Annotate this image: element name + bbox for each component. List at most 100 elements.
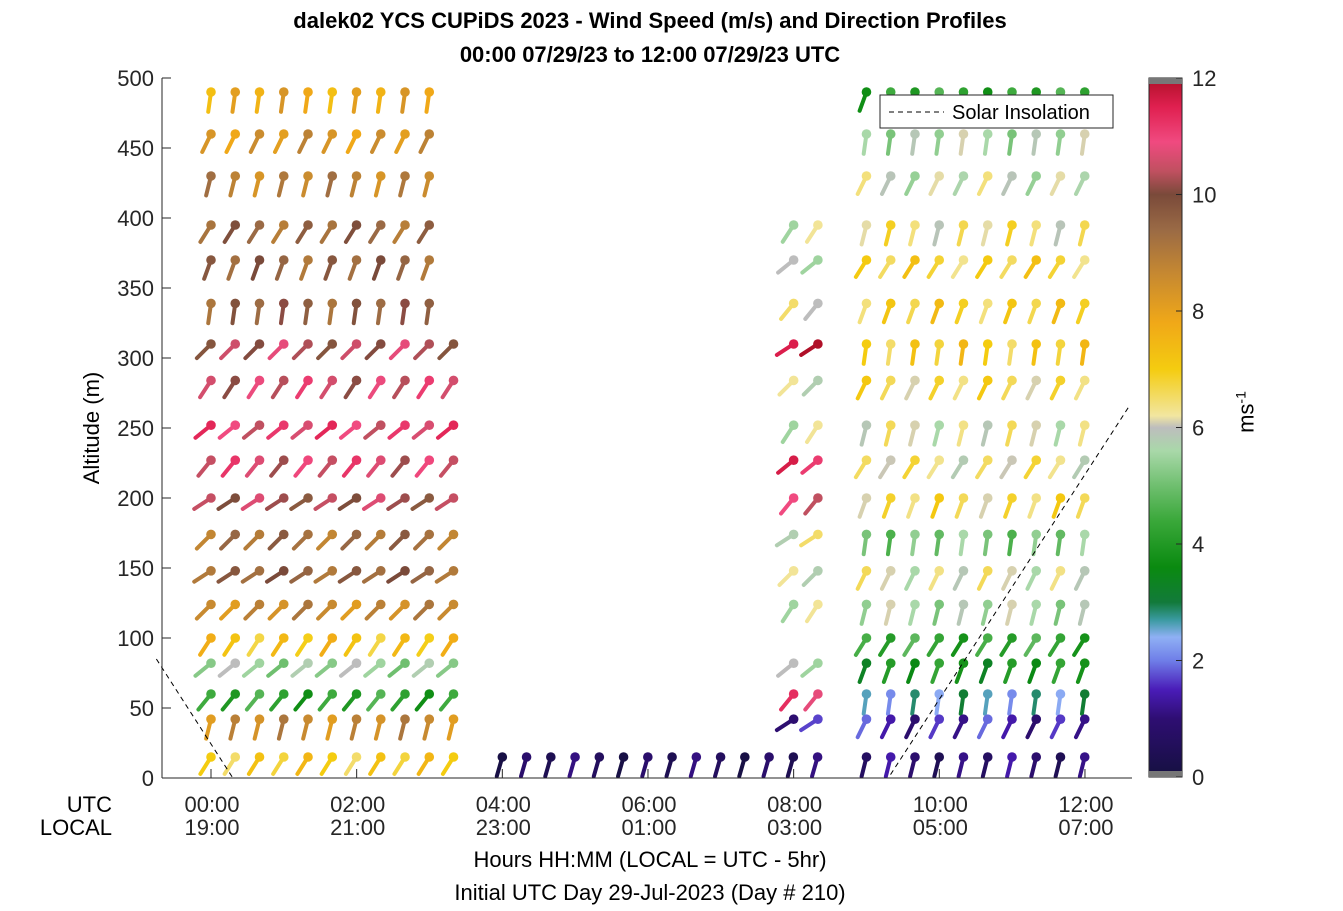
x-tick-label-utc: 10:00 [913,792,968,817]
wind-barb-head [278,714,289,724]
wind-barb-head [982,689,993,699]
wind-barb-head [327,339,338,349]
wind-barb-head [910,420,920,431]
wind-barb-head [278,339,289,349]
wind-barb-head [1031,298,1042,309]
colorbar: 0 2 4 6 8 10 12 [1148,66,1216,790]
wind-barb-head [885,566,896,576]
wind-barb-head [278,566,289,576]
wind-barb-head [230,171,241,181]
wind-barb-head [206,220,216,230]
x-tick-label-utc: 12:00 [1058,792,1113,817]
wind-barb-head [1079,87,1090,97]
wind-barb-head [740,752,750,762]
colorbar-tick-label: 10 [1192,183,1216,208]
wind-barb-head [230,752,241,762]
wind-barb-head [254,129,265,139]
wind-barb-head [327,129,338,139]
wind-barb-head [982,339,993,349]
wind-barb-head [764,752,774,762]
wind-barb-head [788,420,799,431]
wind-barb-head [254,255,265,265]
wind-barb-head [230,375,241,386]
wind-barb-head [958,599,969,610]
wind-barb-head [230,566,241,576]
wind-barb-head [278,375,289,386]
wind-barb-head [885,220,896,230]
wind-barb-head [813,658,823,668]
wind-barb-head [375,129,386,139]
wind-barb-head [230,658,241,668]
wind-barb-head [1079,633,1090,643]
wind-barb-head [448,566,459,576]
x-tick-label-utc: 06:00 [621,792,676,817]
wind-barb-head [400,255,410,265]
wind-barb-head [230,633,241,643]
wind-barb-head [1055,455,1066,466]
wind-barb-head [788,714,799,724]
wind-barb-head [351,566,362,576]
colorbar-tick-label: 8 [1192,299,1204,324]
wind-barb-head [230,529,241,540]
wind-barb-head [861,493,872,503]
wind-barb-head [788,658,799,668]
wind-barb-head [1031,420,1042,431]
wind-barb-head [1079,298,1090,309]
wind-barb-head [206,420,216,431]
chart-title-line1: dalek02 YCS CUPiDS 2023 - Wind Speed (m/… [293,8,1007,33]
wind-barb-head [934,255,945,265]
wind-barb-head [424,689,435,699]
wind-barb-head [1055,255,1066,265]
wind-barb-head [1079,375,1090,386]
wind-barb-head [303,493,313,503]
wind-barb-head [982,171,993,181]
wind-barb-head [861,455,872,466]
wind-barb-head [1055,566,1066,576]
wind-barb-head [958,129,969,139]
wind-barb-head [958,255,969,265]
wind-barb-head [278,599,289,610]
wind-barb-head [351,420,362,431]
wind-barb-head [1055,339,1066,349]
wind-barb-head [982,566,993,576]
wind-barb-head [1079,129,1090,139]
x-tick-label-local: 05:00 [913,815,968,840]
wind-barb-head [278,129,289,139]
y-tick-label: 450 [117,136,154,161]
wind-barb-head [1079,599,1090,610]
wind-barb-head [206,493,216,503]
wind-barb-head [813,714,823,724]
wind-barb-head [958,714,969,724]
wind-barb-head [230,129,241,139]
wind-barb-head [1079,714,1090,724]
wind-barb-head [1007,455,1017,466]
y-tick-label: 250 [117,416,154,441]
wind-barb-head [934,455,945,466]
wind-barb-head [982,493,993,503]
wind-barb-head [497,752,508,762]
wind-barb-head [958,529,969,540]
wind-barb-head [1031,599,1042,610]
wind-barb-head [982,87,993,97]
wind-barb-head [982,658,993,668]
wind-barb-head [230,87,241,97]
wind-barb-head [861,129,872,139]
wind-barb-head [813,566,823,576]
wind-barb-head [1055,375,1066,386]
wind-barb-head [813,255,823,265]
wind-barb-head [303,658,313,668]
wind-barb-head [400,87,410,97]
colorbar-unit-label: ms-1 [1232,391,1259,433]
wind-barb-head [667,752,677,762]
wind-barb-head [351,171,362,181]
wind-barb-head [400,752,410,762]
wind-barb-head [375,87,386,97]
colorbar-tick-label: 6 [1192,416,1204,441]
wind-barb-head [206,566,216,576]
legend-box: Solar Insolation [879,94,1114,129]
wind-barb-head [910,689,920,699]
wind-barb-head [351,714,362,724]
wind-barb-head [254,493,265,503]
wind-barb-head [934,87,945,97]
wind-barb-head [982,455,993,466]
